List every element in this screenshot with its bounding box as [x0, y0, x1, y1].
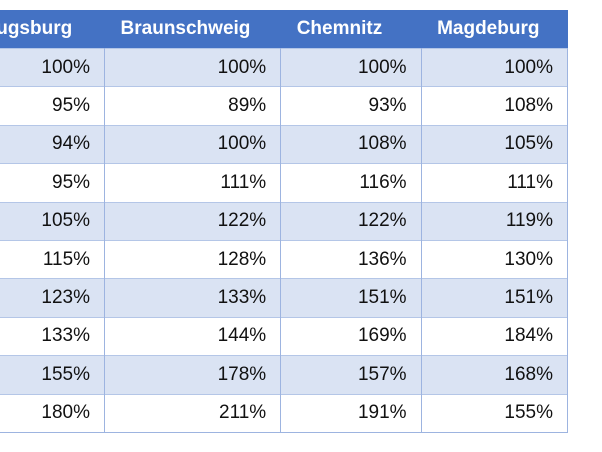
- table-cell: 95%: [0, 163, 106, 203]
- table-row: 115% 128% 136% 130%: [0, 239, 569, 279]
- table-row: 105% 122% 122% 119%: [0, 201, 569, 241]
- table-cell: 133%: [0, 316, 106, 356]
- data-table: AugsburgBraunschweigChemnitzMagdeburg 10…: [0, 10, 569, 433]
- table-cell: 178%: [104, 355, 282, 395]
- table-cell: 100%: [104, 124, 282, 164]
- table-cell: 122%: [280, 201, 422, 241]
- table-cell: 168%: [420, 355, 569, 395]
- table-cell: 184%: [420, 316, 569, 356]
- table-cell: 100%: [420, 47, 569, 87]
- table-cell: 108%: [420, 86, 569, 126]
- table-cell: 93%: [280, 86, 422, 126]
- table-cell: 123%: [0, 278, 106, 318]
- table-cell: 122%: [104, 201, 282, 241]
- table-cell: 128%: [104, 239, 282, 279]
- table-cell: 116%: [280, 163, 422, 203]
- table-cell: 180%: [0, 393, 106, 433]
- table-cell: 157%: [280, 355, 422, 395]
- table-cell: 191%: [280, 393, 422, 433]
- table-cell: 115%: [0, 239, 106, 279]
- header-row: AugsburgBraunschweigChemnitzMagdeburg: [0, 10, 568, 49]
- table-row: 95% 111% 116% 111%: [0, 163, 569, 203]
- table-row: 123% 133% 151% 151%: [0, 278, 569, 318]
- table-cell: 111%: [104, 163, 282, 203]
- column-header: Augsburg: [0, 10, 105, 49]
- table-cell: 94%: [0, 124, 106, 164]
- table-row: 133% 144% 169% 184%: [0, 316, 569, 356]
- table-cell: 155%: [0, 355, 106, 395]
- table-cell: 136%: [280, 239, 422, 279]
- table-cell: 130%: [420, 239, 569, 279]
- table-cell: 108%: [280, 124, 422, 164]
- table-cell: 105%: [0, 201, 106, 241]
- table-cell: 169%: [280, 316, 422, 356]
- table-cell: 95%: [0, 86, 106, 126]
- table-row: 100% 100% 100% 100%: [0, 47, 569, 87]
- table-cell: 105%: [420, 124, 569, 164]
- table-cell: 100%: [0, 47, 106, 87]
- table-cell: 155%: [420, 393, 569, 433]
- table-row: 95% 89% 93% 108%: [0, 86, 569, 126]
- table-cell: 151%: [280, 278, 422, 318]
- table-cell: 133%: [104, 278, 282, 318]
- table-cell: 89%: [104, 86, 282, 126]
- table-cell: 100%: [104, 47, 282, 87]
- column-header: Braunschweig: [104, 10, 281, 49]
- column-header: Chemnitz: [280, 10, 422, 49]
- table-cell: 119%: [420, 201, 569, 241]
- table-cell: 144%: [104, 316, 282, 356]
- table-row: 155% 178% 157% 168%: [0, 355, 569, 395]
- column-header: Magdeburg: [421, 10, 568, 49]
- table-cell: 100%: [280, 47, 422, 87]
- table-cell: 211%: [104, 393, 282, 433]
- table-row: 94% 100% 108% 105%: [0, 124, 569, 164]
- table-cell: 151%: [420, 278, 569, 318]
- table-cell: 111%: [420, 163, 569, 203]
- table-row: 180% 211% 191% 155%: [0, 393, 569, 433]
